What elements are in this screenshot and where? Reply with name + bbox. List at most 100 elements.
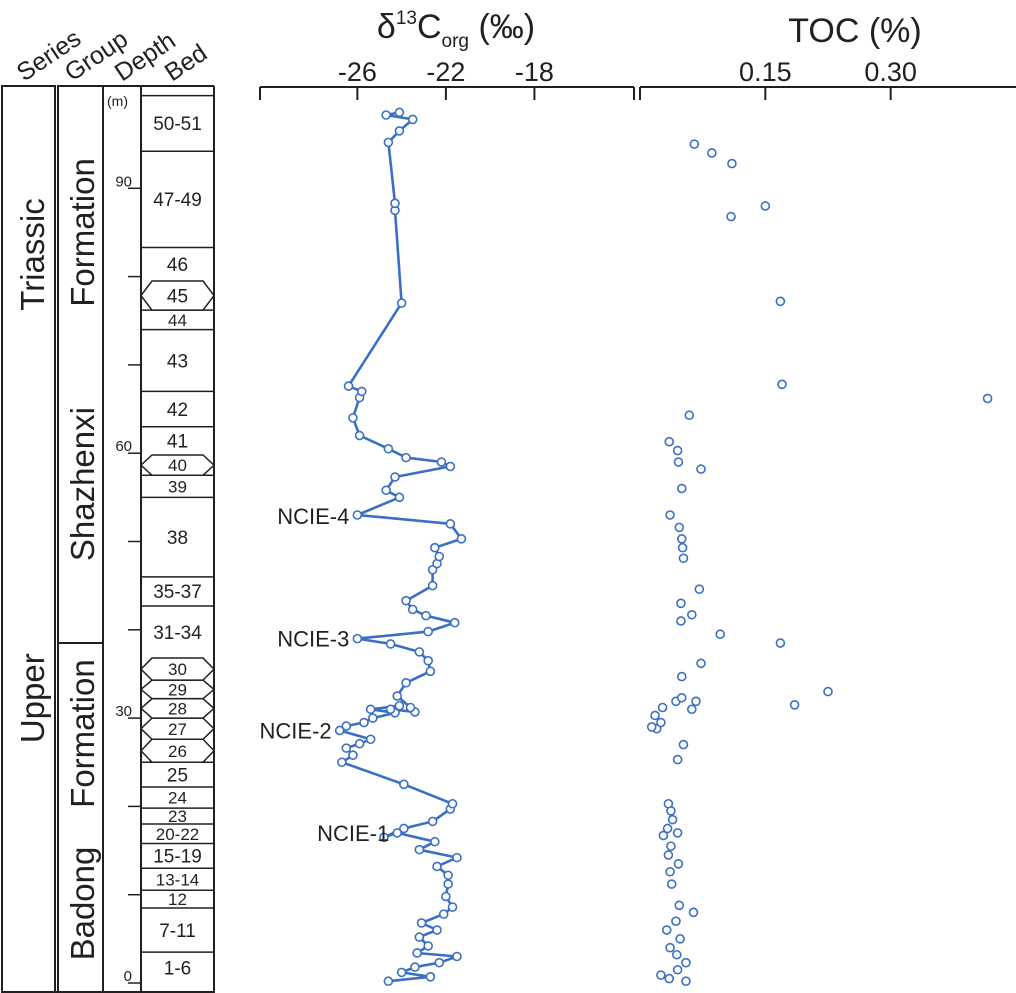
d13c-point	[401, 595, 411, 606]
d13c-point	[348, 413, 358, 423]
d13c-point	[365, 734, 376, 745]
toc-point	[676, 692, 687, 703]
d13c-point	[396, 298, 407, 308]
d13c-point	[334, 725, 345, 736]
d13c-point	[447, 798, 458, 809]
toc-point	[657, 702, 668, 713]
d13c-point	[416, 918, 427, 928]
toc-point	[661, 925, 672, 935]
toc-point	[667, 814, 678, 825]
d13c-point	[414, 932, 425, 942]
toc-point	[677, 542, 688, 553]
d13c-point	[449, 617, 460, 628]
d13c-point	[381, 485, 391, 496]
d13c-point	[352, 633, 363, 644]
toc-point	[678, 739, 689, 750]
bed-label: 30	[168, 660, 187, 679]
bed-label: 1-6	[164, 958, 191, 979]
toc-point	[666, 879, 677, 889]
toc-point	[672, 964, 683, 975]
d13c-tick-label: -22	[426, 57, 465, 87]
toc-point	[727, 158, 737, 169]
bed-label: 45	[167, 286, 188, 307]
d13c-point	[430, 542, 440, 553]
d13c-point	[423, 655, 433, 666]
toc-point	[760, 201, 771, 211]
toc-point	[666, 841, 676, 851]
d13c-tick-label: -26	[338, 57, 377, 87]
toc-tick-label: 0.15	[739, 57, 792, 87]
toc-point	[676, 534, 687, 544]
d13c-point	[414, 844, 425, 855]
depth-tick-label: 0	[124, 968, 132, 985]
d13c-point	[394, 107, 405, 118]
d13c-point	[425, 666, 436, 677]
toc-point	[696, 658, 706, 669]
d13c-point	[412, 948, 422, 958]
toc-point	[663, 798, 674, 809]
toc-point	[672, 445, 683, 456]
toc-point	[823, 686, 833, 697]
d13c-point	[432, 925, 442, 935]
toc-point	[775, 638, 786, 648]
bed-cell	[139, 657, 216, 681]
toc-point	[775, 296, 786, 307]
toc-point	[672, 828, 683, 838]
d13c-point	[394, 700, 405, 711]
ncie-annotation: NCIE-3	[277, 627, 349, 652]
d13c-point	[421, 610, 431, 621]
depth-tick-label: 30	[115, 703, 132, 720]
toc-point	[658, 830, 669, 841]
toc-point	[665, 510, 675, 520]
bed-label: 40	[168, 456, 187, 475]
toc-point	[673, 457, 684, 467]
bed-cell	[139, 454, 216, 477]
bed-cell	[140, 280, 215, 311]
group-label: Formation	[64, 158, 101, 307]
d13c-point	[414, 647, 425, 657]
toc-point	[681, 957, 691, 968]
bed-label: 27	[168, 720, 187, 739]
series-label: Upper	[14, 653, 51, 743]
bed-label: 26	[168, 742, 187, 761]
toc-point	[672, 754, 683, 765]
bed-label: 15-19	[153, 847, 202, 868]
bed-label: 35-37	[153, 582, 202, 603]
d13c-point	[337, 757, 347, 768]
d13c-tick-label: -18	[515, 57, 554, 87]
d13c-point	[452, 852, 462, 863]
d13c-point	[368, 713, 378, 723]
d13c-point	[356, 386, 367, 397]
d13c-point	[365, 704, 376, 715]
toc-point	[650, 710, 660, 721]
d13c-point	[452, 951, 462, 962]
toc-point	[687, 609, 697, 620]
group-column-frame	[57, 85, 104, 993]
d13c-point	[436, 457, 447, 467]
toc-point	[676, 598, 686, 609]
toc-point	[696, 464, 706, 474]
toc-point	[694, 584, 705, 594]
toc-tick-label: 0.30	[864, 57, 917, 87]
ncie-annotation: NCIE-1	[317, 821, 389, 846]
d13c-point	[379, 832, 389, 843]
toc-point	[678, 553, 689, 564]
toc-point	[684, 410, 695, 421]
toc-point	[673, 858, 684, 869]
toc-panel: TOC (%) 0.15 0.30	[639, 12, 1016, 987]
d13c-point	[341, 743, 352, 753]
ncie-annotation: NCIE-2	[260, 718, 332, 743]
d13c-point	[354, 738, 365, 749]
d13c-point	[438, 909, 449, 919]
d13c-point	[447, 902, 458, 912]
d13c-point	[423, 626, 433, 637]
bed-label: 43	[167, 351, 188, 372]
toc-point	[789, 700, 800, 710]
d13c-point	[399, 823, 409, 834]
d13c-point	[354, 430, 365, 441]
d13c-point	[434, 957, 445, 968]
d13c-point	[352, 510, 363, 520]
group-label: Badong	[64, 847, 101, 961]
bed-label: 12	[168, 890, 187, 909]
